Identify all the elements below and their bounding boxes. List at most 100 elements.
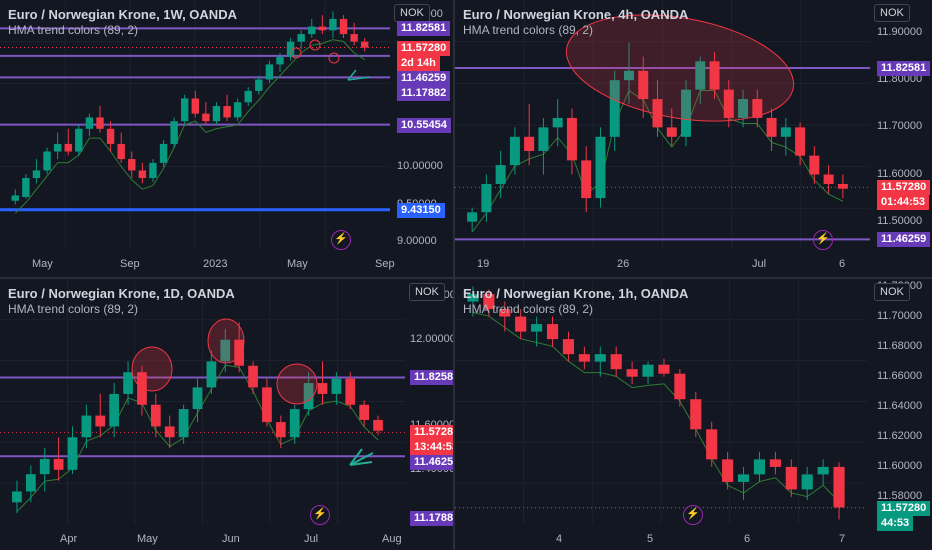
candle-body [170, 121, 178, 144]
candle-body [481, 183, 492, 213]
candle-body [262, 387, 272, 423]
price-tag[interactable]: 11.46259 [877, 232, 931, 248]
candle-body [206, 361, 217, 388]
pane-title: Euro / Norwegian Krone, 4h, OANDA [463, 7, 689, 22]
candle-body [769, 459, 781, 467]
time-tick-label: 6 [744, 533, 751, 545]
time-tick-label: 2023 [203, 258, 228, 270]
candle-body [361, 41, 369, 48]
candle-body [85, 117, 94, 129]
indicator-label[interactable]: HMA trend colors (89, 2) [8, 302, 139, 316]
price-tag[interactable]: 11.46259 [410, 455, 453, 471]
candle-body [609, 80, 620, 137]
indicator-label[interactable]: HMA trend colors (89, 2) [463, 23, 594, 37]
candle-body [331, 378, 342, 394]
price-tag[interactable]: 11.17882 [397, 85, 451, 101]
candle-body [524, 136, 535, 151]
price-tag[interactable]: 11.82581 [410, 370, 453, 386]
chart-canvas-4h[interactable] [455, 0, 932, 277]
price-tag[interactable]: 11.57280 [877, 180, 931, 196]
price-tick-label: 11.58000 [877, 489, 923, 502]
chart-pane-4h[interactable]: Euro / Norwegian Krone, 4h, OANDA HMA tr… [455, 0, 932, 277]
time-tick-label: Jun [222, 533, 240, 545]
candle-body [255, 79, 263, 91]
candle-body [722, 459, 734, 482]
candle-body [67, 437, 78, 470]
price-tag[interactable]: 11.82581 [397, 21, 451, 37]
candle-body [138, 170, 147, 179]
pane-divider-horizontal[interactable] [0, 277, 932, 279]
candle-body [39, 458, 50, 475]
candle-body [191, 98, 199, 114]
currency-button[interactable]: NOK [409, 283, 445, 301]
chart-pane-1w[interactable]: Euro / Norwegian Krone, 1W, OANDA HMA tr… [0, 0, 453, 277]
candle-body [709, 61, 720, 90]
candle-body [308, 26, 316, 35]
candle-body [780, 127, 791, 137]
price-tag[interactable]: 10.55454 [397, 117, 451, 133]
time-tick-label: Jul [304, 533, 319, 545]
indicator-label[interactable]: HMA trend colors (89, 2) [8, 23, 139, 37]
candle-body [164, 426, 175, 438]
candle-body [666, 127, 677, 137]
candle-body [833, 466, 845, 508]
candle-body [128, 159, 136, 171]
price-tag[interactable]: 11.57280 [410, 425, 453, 441]
candle-body [159, 143, 168, 163]
candle-body [64, 143, 72, 152]
price-tag[interactable]: 11.57280 [877, 500, 931, 516]
candle-body [515, 316, 527, 332]
currency-button[interactable]: NOK [874, 4, 910, 22]
candle-body [467, 294, 479, 302]
highlight-ellipse [207, 318, 245, 364]
price-tag[interactable]: 01:44:53 [877, 195, 930, 211]
price-tick-label: 11.70000 [877, 120, 923, 133]
price-tag[interactable]: 11.82581 [877, 61, 931, 76]
candle-body [578, 354, 590, 362]
lightning-icon[interactable]: ⚡ [813, 230, 833, 250]
price-tag[interactable]: 11.57280 [397, 40, 451, 56]
candle-body [12, 491, 22, 503]
price-tick-label: 10.00000 [397, 159, 443, 172]
lightning-icon[interactable]: ⚡ [683, 505, 703, 525]
candle-body [483, 294, 495, 310]
candle-body [737, 474, 750, 482]
chart-pane-1d[interactable]: Euro / Norwegian Krone, 1D, OANDA HMA tr… [0, 279, 453, 550]
currency-button[interactable]: NOK [874, 283, 910, 301]
chart-canvas-1d[interactable] [0, 279, 453, 550]
pane-divider-vertical[interactable] [453, 0, 455, 550]
candle-body [329, 18, 337, 31]
candle-body [801, 474, 813, 490]
chart-canvas-1w[interactable] [0, 0, 453, 277]
candle-body [339, 18, 348, 35]
price-tag[interactable]: 13:44:53 [410, 440, 453, 456]
price-tag[interactable]: 44:53 [877, 515, 914, 531]
chart-pane-1h[interactable]: Euro / Norwegian Krone, 1h, OANDA HMA tr… [455, 279, 932, 550]
candle-body [638, 70, 649, 100]
currency-button[interactable]: NOK [394, 4, 430, 22]
indicator-label[interactable]: HMA trend colors (89, 2) [463, 302, 594, 316]
candle-body [658, 364, 670, 374]
time-tick-label: May [287, 258, 308, 270]
chart-canvas-1h[interactable] [455, 279, 932, 550]
price-tag[interactable]: 11.17882 [410, 510, 453, 526]
candle-body [192, 387, 203, 410]
candle-body [220, 339, 231, 362]
time-tick-label: May [32, 258, 53, 270]
price-tag[interactable]: 11.46259 [397, 70, 451, 86]
candle-body [674, 373, 686, 400]
time-tick-label: 4 [556, 533, 563, 545]
highlight-ellipse [565, 14, 795, 122]
price-tag[interactable]: 9.43150 [397, 202, 445, 218]
lightning-icon[interactable]: ⚡ [310, 505, 330, 525]
candle-body [265, 64, 274, 80]
candle-body [626, 369, 638, 377]
candle-body [75, 128, 83, 152]
candle-body [823, 174, 834, 184]
candle-body [150, 404, 161, 427]
time-tick-label: Sep [120, 258, 140, 270]
candle-body [753, 459, 766, 475]
lightning-icon[interactable]: ⚡ [331, 230, 351, 250]
price-tag[interactable]: 2d 14h [397, 55, 440, 71]
candle-body [53, 143, 62, 152]
